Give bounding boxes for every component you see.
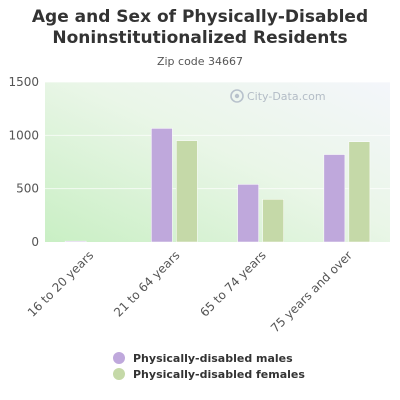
- watermark-icon: [230, 89, 244, 103]
- x-tick-label: 21 to 64 years: [111, 248, 182, 319]
- x-tick-label: 65 to 74 years: [197, 248, 268, 319]
- legend-item-males: Physically-disabled males: [113, 350, 305, 366]
- bar-males-1: [151, 128, 173, 243]
- y-tick-label: 1500: [8, 75, 39, 89]
- x-axis: 16 to 20 years 21 to 64 years 65 to 74 yea…: [25, 248, 355, 335]
- y-tick-label: 0: [31, 235, 39, 249]
- watermark: City-Data.com: [230, 89, 326, 103]
- x-tick-label: 75 years and over: [268, 248, 355, 335]
- legend: Physically-disabled males Physically-dis…: [113, 350, 305, 382]
- legend-label-females: Physically-disabled females: [133, 367, 305, 381]
- bar-females-1: [176, 140, 198, 243]
- y-tick-label: 500: [16, 182, 39, 196]
- y-axis: 0 500 1000 1500: [8, 75, 39, 249]
- bar-males-0: [64, 240, 87, 243]
- legend-item-females: Physically-disabled females: [113, 366, 305, 382]
- bar-females-3: [348, 141, 371, 243]
- watermark-icon-dot: [234, 93, 240, 99]
- watermark-text: City-Data.com: [247, 90, 326, 103]
- bar-females-2: [262, 199, 284, 243]
- bar-males-3: [323, 154, 346, 243]
- bar-males-2: [237, 184, 259, 243]
- legend-label-males: Physically-disabled males: [133, 351, 293, 365]
- legend-swatch-females: [113, 368, 125, 380]
- legend-swatch-males: [113, 352, 125, 364]
- bars: [64, 128, 371, 243]
- chart-title: Age and Sex of Physically-Disabled Nonin…: [31, 7, 369, 48]
- x-tick-label: 16 to 20 years: [25, 248, 96, 319]
- chart-subtitle: Zip code 34667: [156, 55, 244, 68]
- y-tick-label: 1000: [8, 128, 39, 142]
